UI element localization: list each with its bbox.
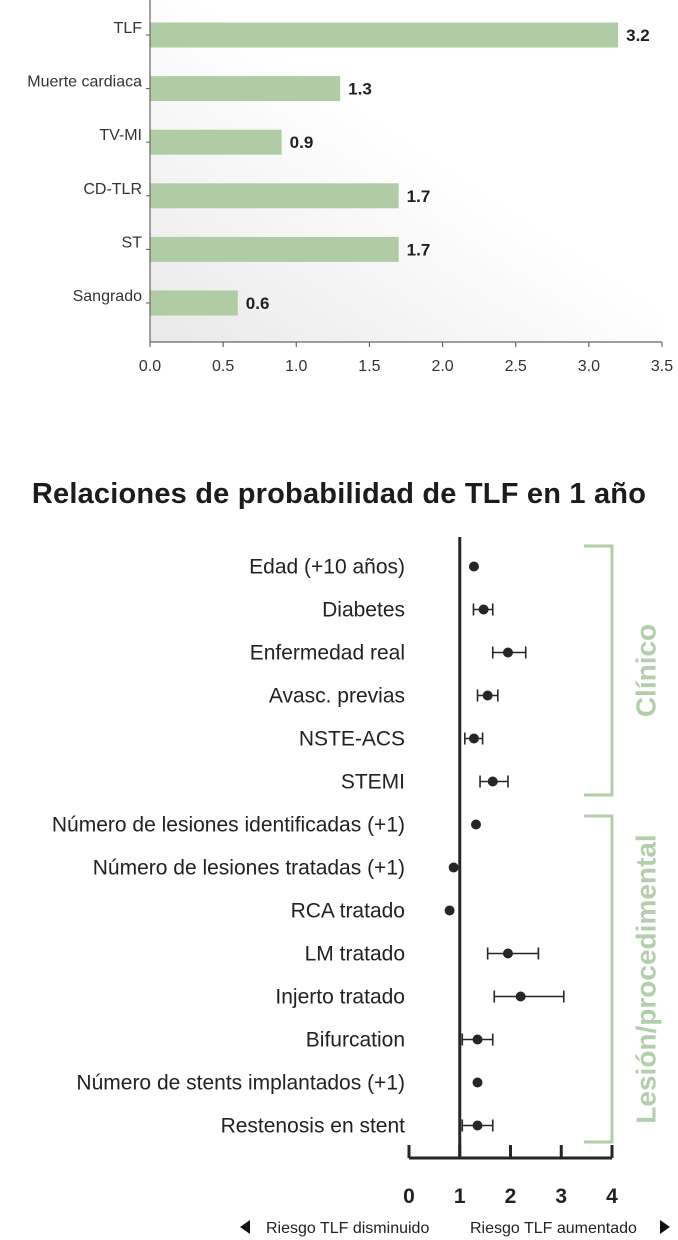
- point-estimate: [448, 862, 459, 873]
- right-arrow-icon: [660, 1220, 670, 1234]
- point-estimate: [502, 647, 513, 658]
- bar: [150, 22, 619, 48]
- point-estimate: [487, 776, 498, 787]
- bar: [150, 236, 399, 262]
- chart-title: Relaciones de probabilidad de TLF en 1 a…: [31, 478, 647, 510]
- row-label: Restenosis en stent: [221, 1115, 406, 1138]
- category-label: Muerte cardiaca: [27, 74, 142, 91]
- x-tick-label: 3.5: [651, 358, 673, 375]
- point-estimate: [478, 604, 489, 615]
- point-estimate: [472, 1034, 483, 1045]
- row-label: LM tratado: [305, 943, 405, 966]
- forest-plot: Edad (+10 años) Diabetes Enfermedad real Av…: [52, 537, 670, 1237]
- row-label: Número de lesiones identificadas (+1): [52, 814, 405, 837]
- risk-decreased-label: Riesgo TLF disminuido: [266, 1220, 429, 1237]
- x-tick-label: 3.0: [578, 358, 600, 375]
- x-tick-label: 1.5: [358, 358, 380, 375]
- row-label: Bifurcation: [306, 1029, 405, 1052]
- row-label: Número de lesiones tratadas (+1): [93, 857, 405, 880]
- x-tick-label: 0: [403, 1185, 415, 1208]
- point-estimate: [468, 561, 479, 572]
- row-label: STEMI: [341, 771, 405, 794]
- point-estimate: [472, 1077, 483, 1088]
- value-label: 1.3: [348, 80, 372, 99]
- category-label: ST: [122, 234, 143, 251]
- group-bracket: [584, 544, 614, 797]
- x-tick-label: 1: [454, 1185, 466, 1208]
- point-estimate: [444, 905, 455, 916]
- x-tick-label: 4: [606, 1185, 618, 1208]
- value-label: 1.7: [407, 240, 431, 259]
- group-bracket: [584, 814, 614, 1144]
- x-tick-label: 3: [555, 1185, 567, 1208]
- point-estimate: [468, 733, 479, 744]
- x-tick-label: 2.0: [431, 358, 453, 375]
- bar-chart-panel: TLF 3.2 Muerte cardiaca 1.3 TV-MI 0.9 CD-TLR 1.…: [0, 0, 678, 400]
- row-label: Enfermedad real: [250, 642, 405, 665]
- row-label: Diabetes: [322, 599, 405, 622]
- bar: [150, 129, 282, 155]
- point-estimate: [502, 948, 513, 959]
- point-estimate: [515, 991, 526, 1002]
- category-label: TLF: [114, 20, 143, 37]
- bar: [150, 183, 399, 209]
- forest-plot-panel: Relaciones de probabilidad de TLF en 1 a…: [0, 460, 678, 1240]
- point-estimate: [482, 690, 493, 701]
- category-label: CD-TLR: [83, 181, 142, 198]
- point-estimate: [472, 1120, 483, 1131]
- point-estimate: [470, 819, 481, 830]
- plot-background: [150, 0, 662, 342]
- value-label: 0.6: [246, 294, 270, 313]
- row-label: Edad (+10 años): [249, 556, 405, 579]
- row-label: Avasc. previas: [269, 685, 405, 708]
- row-label: RCA tratado: [291, 900, 405, 923]
- value-label: 1.7: [407, 187, 431, 206]
- row-label: Injerto tratado: [275, 986, 405, 1009]
- bar-chart: TLF 3.2 Muerte cardiaca 1.3 TV-MI 0.9 CD-TLR 1.…: [27, 0, 673, 375]
- value-label: 0.9: [290, 133, 314, 152]
- risk-increased-label: Riesgo TLF aumentado: [470, 1220, 637, 1237]
- row-label: Número de stents implantados (+1): [76, 1072, 405, 1095]
- category-label: Sangrado: [73, 288, 142, 305]
- row-label: NSTE-ACS: [299, 728, 405, 751]
- x-tick-label: 0.0: [139, 358, 161, 375]
- bar: [150, 76, 341, 102]
- bar: [150, 290, 238, 316]
- x-tick-label: 1.0: [285, 358, 307, 375]
- value-label: 3.2: [626, 26, 650, 45]
- group-label: Clínico: [631, 624, 662, 717]
- category-label: TV-MI: [99, 127, 142, 144]
- group-label: Lesión/procedimental: [631, 834, 662, 1123]
- left-arrow-icon: [240, 1220, 250, 1234]
- x-tick-label: 2.5: [505, 358, 527, 375]
- x-tick-label: 0.5: [212, 358, 234, 375]
- x-tick-label: 2: [505, 1185, 517, 1208]
